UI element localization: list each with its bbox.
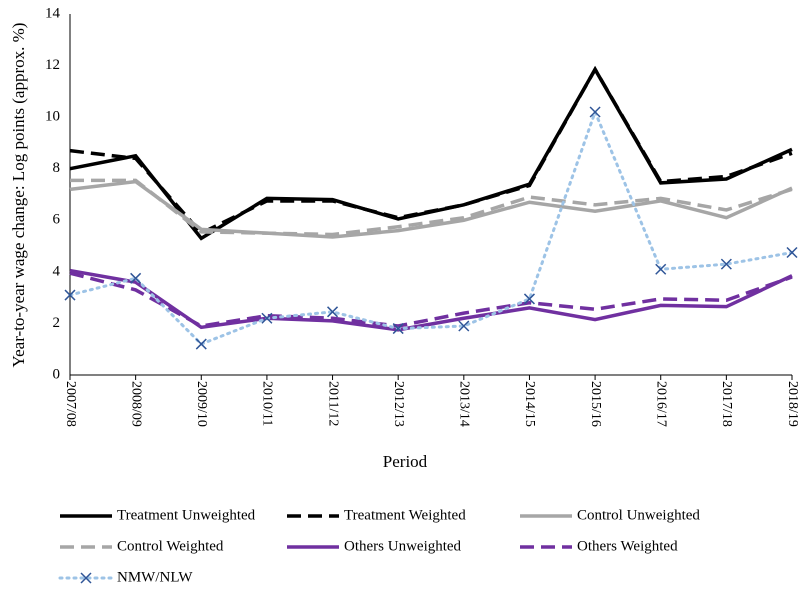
series-line xyxy=(70,178,793,237)
x-tick-label: 2017/18 xyxy=(719,381,734,427)
x-tick-label: 2015/16 xyxy=(588,381,603,427)
marker xyxy=(523,293,535,305)
x-tick-label: 2011/12 xyxy=(325,381,340,426)
legend-label: Treatment Unweighted xyxy=(117,507,256,523)
legend-label: Control Unweighted xyxy=(577,507,700,523)
y-tick-label: 0 xyxy=(53,366,61,382)
marker xyxy=(195,338,207,350)
x-tick-label: 2008/09 xyxy=(128,381,143,427)
y-tick-label: 2 xyxy=(53,315,61,331)
marker xyxy=(80,572,92,584)
y-tick-label: 12 xyxy=(45,57,60,73)
legend-label: Treatment Weighted xyxy=(344,507,466,523)
legend-label: Others Unweighted xyxy=(344,538,462,554)
y-tick-label: 14 xyxy=(45,5,61,21)
y-tick-label: 8 xyxy=(53,160,61,176)
x-tick-label: 2013/14 xyxy=(457,381,472,427)
x-tick-label: 2010/11 xyxy=(260,381,275,426)
marker xyxy=(130,272,142,284)
y-tick-label: 10 xyxy=(45,109,60,125)
marker xyxy=(720,258,732,270)
x-tick-label: 2012/13 xyxy=(391,381,406,427)
y-axis-title: Year-to-year wage change: Log points (ap… xyxy=(9,23,28,368)
marker xyxy=(589,106,601,118)
legend-label: NMW/NLW xyxy=(117,569,193,585)
marker xyxy=(261,312,273,324)
legend-label: Others Weighted xyxy=(577,538,678,554)
y-tick-label: 6 xyxy=(53,212,61,228)
marker xyxy=(458,320,470,332)
x-tick-label: 2009/10 xyxy=(194,381,209,427)
marker xyxy=(392,323,404,335)
x-tick-label: 2014/15 xyxy=(522,381,537,427)
legend-label: Control Weighted xyxy=(117,538,224,554)
marker xyxy=(655,263,667,275)
x-axis-title: Period xyxy=(383,452,428,471)
x-tick-label: 2007/08 xyxy=(63,381,78,427)
marker xyxy=(64,289,76,301)
x-tick-label: 2018/19 xyxy=(785,381,798,427)
series-line xyxy=(68,107,794,346)
marker xyxy=(327,306,339,318)
marker xyxy=(786,246,798,259)
x-tick-label: 2016/17 xyxy=(654,381,669,427)
y-tick-label: 4 xyxy=(53,263,61,279)
series-line xyxy=(69,271,793,328)
